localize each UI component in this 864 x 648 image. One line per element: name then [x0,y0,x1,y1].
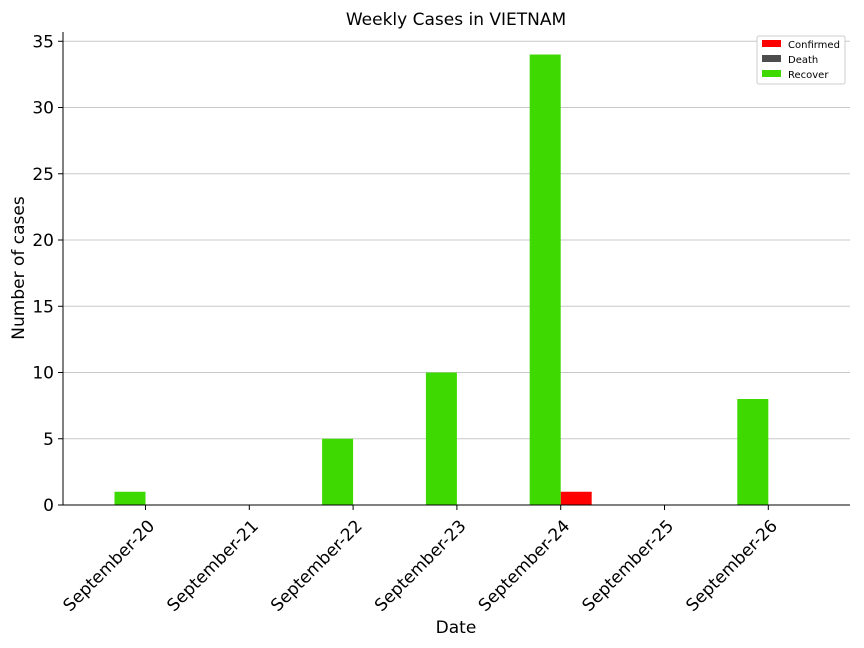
legend-swatch-recover [762,70,781,77]
chart-title: Weekly Cases in VIETNAM [346,10,566,30]
bar-confirmed-september-24 [560,491,592,505]
x-tick-label: September-26 [682,516,781,615]
y-tick-label: 25 [32,165,54,185]
y-tick-label: 15 [32,297,54,317]
legend: Confirmed Death Recover [756,35,846,85]
y-tick-label: 35 [32,32,54,52]
y-tick-label: 30 [32,99,54,119]
bar-recover-september-22 [322,438,354,505]
y-tick-label: 0 [43,496,54,516]
x-tick-label: September-23 [371,516,470,615]
bar-recover-september-26 [737,399,769,505]
legend-label-recover: Recover [788,70,829,81]
legend-swatch-death [762,55,781,62]
x-ticks: September-20 September-21 September-22 Sept… [60,505,782,616]
bar-recover-september-23 [425,372,457,505]
x-tick-label: September-25 [579,516,678,615]
legend-swatch-confirmed [762,40,781,47]
y-ticks: 0 5 10 15 20 25 30 35 [32,32,63,516]
bar-recover-september-24 [529,54,561,506]
gridlines [63,40,850,440]
legend-label-confirmed: Confirmed [788,40,840,51]
bars [114,54,769,506]
y-tick-label: 5 [43,430,54,450]
legend-label-death: Death [788,55,818,66]
y-axis-title: Number of cases [9,196,29,340]
bar-recover-september-20 [114,491,146,505]
x-tick-label: September-21 [163,516,262,615]
x-tick-label: September-20 [60,516,159,615]
x-axis-title: Date [436,618,477,638]
x-tick-label: September-22 [267,516,366,615]
x-tick-label: September-24 [475,516,574,615]
y-tick-label: 10 [32,364,54,384]
y-tick-label: 20 [32,231,54,251]
